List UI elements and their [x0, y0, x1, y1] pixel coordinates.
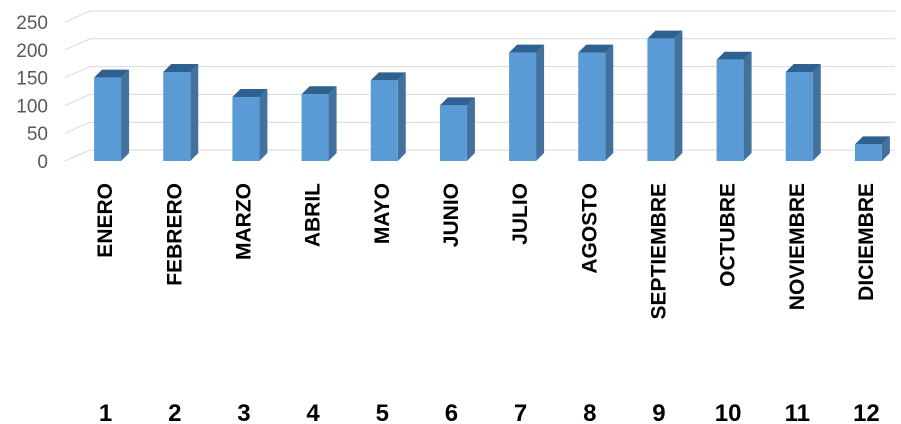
- bar: [647, 30, 683, 162]
- bar-top: [647, 30, 683, 39]
- category-number: 10: [715, 400, 742, 424]
- bar-top: [163, 64, 199, 73]
- bar-top: [232, 89, 268, 98]
- bar-side: [674, 30, 683, 162]
- category-number: 6: [445, 400, 458, 424]
- bar-top: [370, 72, 406, 81]
- category-label: MARZO: [232, 183, 255, 260]
- category-label: DICIEMBRE: [855, 183, 878, 301]
- category-number-labels: 1 2 3 4 5 6 7 8 9 10 11 12: [99, 400, 880, 424]
- gridline: [64, 121, 895, 134]
- gridline: [64, 149, 895, 162]
- gridline: [64, 38, 895, 51]
- bar-side: [466, 97, 475, 161]
- bar-top: [854, 136, 890, 145]
- bar-top: [785, 64, 821, 73]
- category-label: ABRIL: [302, 183, 325, 247]
- category-number: 12: [853, 400, 880, 424]
- y-axis-ticks: 0 50 100 150 200 250: [16, 13, 48, 173]
- bar-front: [94, 77, 122, 161]
- bar-side: [605, 44, 614, 161]
- bar: [509, 44, 545, 161]
- y-tick-label: 0: [37, 152, 48, 173]
- gridline: [64, 93, 895, 106]
- bar-side: [121, 69, 130, 161]
- bar-top: [509, 44, 545, 53]
- bar-side: [397, 72, 406, 161]
- bar-top: [439, 97, 475, 106]
- category-number: 7: [514, 400, 527, 424]
- category-label: SEPTIEMBRE: [647, 183, 670, 320]
- y-tick-label: 100: [16, 96, 48, 117]
- bar-front: [647, 38, 675, 161]
- category-label: JUNIO: [440, 183, 463, 247]
- bar-front: [439, 105, 467, 161]
- category-labels: ENERO FEBRERO MARZO ABRIL MAYO JUNIO JULIO AGOS…: [94, 183, 878, 320]
- gridline: [64, 10, 895, 23]
- bars: [94, 30, 890, 162]
- category-number: 3: [237, 400, 250, 424]
- bar-side: [259, 89, 268, 161]
- category-label: OCTUBRE: [717, 183, 740, 287]
- bar-side: [328, 86, 337, 161]
- bar: [578, 44, 614, 161]
- category-label: ENERO: [94, 183, 117, 258]
- category-number: 5: [376, 400, 389, 424]
- category-number: 1: [99, 400, 112, 424]
- bar: [854, 136, 890, 161]
- bar-front: [163, 72, 191, 161]
- y-tick-label: 250: [16, 13, 48, 34]
- bar-front: [232, 97, 260, 161]
- bar-front: [785, 72, 813, 161]
- category-label: AGOSTO: [578, 183, 601, 274]
- category-label: NOVIEMBRE: [786, 183, 809, 310]
- bar-top: [578, 44, 614, 53]
- bar: [301, 86, 337, 161]
- bar-side: [536, 44, 545, 161]
- bar: [716, 51, 752, 161]
- category-number: 8: [583, 400, 596, 424]
- bar-side: [743, 51, 752, 161]
- bar-top: [301, 86, 337, 95]
- bar-top: [94, 69, 130, 78]
- bar-top: [716, 51, 752, 60]
- bar: [232, 89, 268, 161]
- bar: [370, 72, 406, 161]
- gridline: [64, 66, 895, 79]
- category-label: MAYO: [371, 183, 394, 244]
- y-tick-label: 50: [27, 124, 48, 145]
- bar-side: [190, 64, 199, 161]
- category-label: JULIO: [509, 183, 532, 245]
- bar: [94, 69, 130, 161]
- bar: [785, 64, 821, 161]
- bar: [439, 97, 475, 161]
- category-number: 2: [168, 400, 181, 424]
- bar-front: [370, 80, 398, 161]
- bar-front: [509, 52, 537, 161]
- y-tick-label: 200: [16, 41, 48, 62]
- bar-front: [301, 94, 329, 161]
- bar-side: [812, 64, 821, 161]
- category-number: 9: [652, 400, 665, 424]
- bar-front: [716, 59, 744, 161]
- bar-side: [881, 136, 890, 161]
- bar-front: [578, 52, 606, 161]
- bar: [163, 64, 199, 161]
- y-tick-label: 150: [16, 69, 48, 90]
- category-number: 4: [306, 400, 320, 424]
- bar-front: [854, 144, 882, 161]
- category-label: FEBRERO: [163, 183, 186, 286]
- category-number: 11: [785, 400, 810, 424]
- gridlines: [64, 10, 895, 162]
